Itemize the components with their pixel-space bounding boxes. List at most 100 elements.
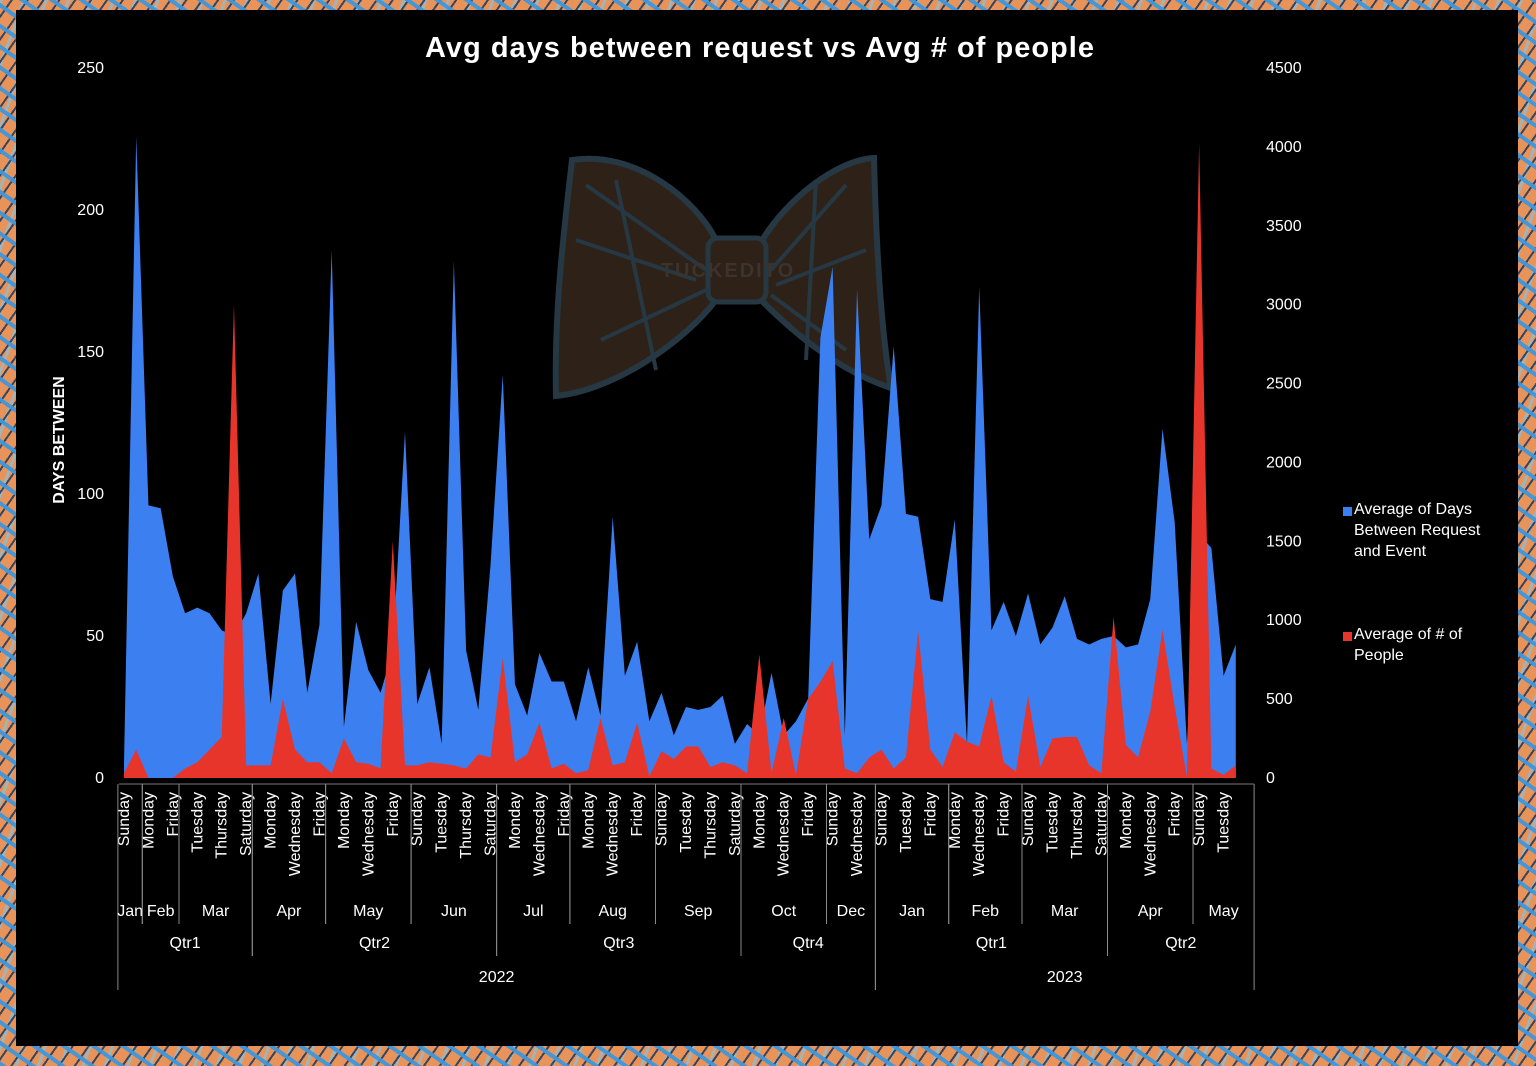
- plot-area: [119, 136, 1254, 785]
- x-weekday-label: Friday: [165, 792, 182, 836]
- x-weekday-label: Thursday: [458, 792, 475, 859]
- x-weekday-label: Sunday: [116, 792, 133, 846]
- series-area-people: [124, 143, 1236, 779]
- x-weekday-label: Thursday: [214, 792, 231, 859]
- x-weekday-label: Tuesday: [678, 792, 695, 853]
- x-weekday-label: Monday: [1118, 792, 1135, 849]
- x-weekday-label: Wednesday: [531, 792, 548, 876]
- x-weekday-label: Monday: [507, 792, 524, 849]
- x-month-label: Jun: [441, 903, 467, 920]
- x-weekday-label: Friday: [556, 792, 573, 836]
- x-month-label: Feb: [147, 903, 175, 920]
- y-left-tick-label: 200: [77, 202, 104, 219]
- x-weekday-label: Wednesday: [605, 792, 622, 876]
- x-weekday-label: Tuesday: [189, 792, 206, 853]
- y-right-tick-label: 4500: [1266, 60, 1302, 77]
- y-right-tick-label: 1500: [1266, 533, 1302, 550]
- y-right-tick-label: 2500: [1266, 376, 1302, 393]
- x-quarter-label: Qtr3: [603, 935, 634, 952]
- legend-label-days: Average of Days Between Request and Even…: [1354, 501, 1485, 560]
- x-month-label: Oct: [771, 903, 796, 920]
- x-weekday-label: Friday: [1167, 792, 1184, 836]
- x-quarter-label: Qtr1: [170, 935, 201, 952]
- y-right-tick-label: 0: [1266, 770, 1275, 787]
- x-weekday-label: Tuesday: [1216, 792, 1233, 853]
- x-weekday-label: Wednesday: [971, 792, 988, 876]
- x-weekday-label: Friday: [385, 792, 402, 836]
- x-weekday-label: Sunday: [654, 792, 671, 846]
- x-weekday-label: Wednesday: [360, 792, 377, 876]
- series-area-days: [124, 136, 1236, 778]
- legend-label-people: Average of # of People: [1354, 626, 1467, 664]
- chart-svg: TUCKEDITO Avg days between request vs Av…: [51, 32, 1485, 990]
- x-weekday-label: Monday: [140, 792, 157, 849]
- x-month-label: Mar: [1051, 903, 1079, 920]
- x-month-label: May: [353, 903, 383, 920]
- x-weekday-label: Thursday: [702, 792, 719, 859]
- y-left-ticks: 0 50 100 150 200 250: [77, 60, 104, 787]
- y-right-ticks: 0 500 1000 1500 2000 2500 3000 3500 4000 4500: [1266, 60, 1302, 787]
- x-month-label: May: [1208, 903, 1238, 920]
- y-right-tick-label: 2000: [1266, 454, 1302, 471]
- x-weekday-label: Monday: [263, 792, 280, 849]
- x-weekday-label: Monday: [751, 792, 768, 849]
- x-weekday-label: Wednesday: [849, 792, 866, 876]
- watermark-text: TUCKEDITO: [661, 260, 795, 282]
- x-year-label: 2023: [1047, 969, 1083, 986]
- x-quarter-label: Qtr2: [359, 935, 390, 952]
- series-layer: [124, 136, 1236, 779]
- x-weekday-label: Monday: [336, 792, 353, 849]
- x-weekday-label: Friday: [800, 792, 817, 836]
- legend: Average of Days Between Request and Even…: [1343, 501, 1485, 664]
- x-weekday-label: Friday: [996, 792, 1013, 836]
- x-month-label: Sep: [684, 903, 713, 920]
- x-weekday-label: Sunday: [1020, 792, 1037, 846]
- x-weekday-label: Sunday: [409, 792, 426, 846]
- x-quarter-label: Qtr2: [1165, 935, 1196, 952]
- y-left-tick-label: 150: [77, 344, 104, 361]
- x-month-label: Apr: [1138, 903, 1164, 920]
- x-weekday-label: Sunday: [874, 792, 891, 846]
- x-weekday-label: Tuesday: [434, 792, 451, 853]
- x-weekday-label: Friday: [312, 792, 329, 836]
- x-weekday-label: Tuesday: [1045, 792, 1062, 853]
- legend-swatch-days: [1343, 507, 1352, 516]
- y-right-tick-label: 3500: [1266, 218, 1302, 235]
- x-weekday-label: Thursday: [1069, 792, 1086, 859]
- chart-frame: TUCKEDITO Avg days between request vs Av…: [16, 10, 1518, 1046]
- x-weekday-label: Saturday: [1093, 792, 1110, 856]
- y-right-tick-label: 3000: [1266, 297, 1302, 314]
- x-month-label: Jul: [523, 903, 543, 920]
- y-right-tick-label: 1000: [1266, 612, 1302, 629]
- x-weekday-label: Monday: [580, 792, 597, 849]
- x-month-label: Mar: [202, 903, 230, 920]
- x-month-label: Apr: [276, 903, 302, 920]
- x-month-label: Aug: [598, 903, 626, 920]
- x-month-label: Feb: [972, 903, 1000, 920]
- x-weekday-label: Tuesday: [898, 792, 915, 853]
- x-weekday-label: Wednesday: [776, 792, 793, 876]
- x-weekday-label: Sunday: [825, 792, 842, 846]
- x-weekday-label: Wednesday: [1142, 792, 1159, 876]
- x-weekday-label: Saturday: [727, 792, 744, 856]
- x-weekday-label: Wednesday: [287, 792, 304, 876]
- x-weekday-label: Monday: [947, 792, 964, 849]
- x-weekday-label: Saturday: [483, 792, 500, 856]
- y-right-tick-label: 500: [1266, 691, 1293, 708]
- y-axis-title: DAYS BETWEEN: [51, 376, 68, 503]
- x-weekday-label: Friday: [629, 792, 646, 836]
- x-quarter-label: Qtr4: [793, 935, 824, 952]
- y-left-tick-label: 100: [77, 486, 104, 503]
- x-month-label: Jan: [117, 903, 143, 920]
- x-month-label: Jan: [899, 903, 925, 920]
- x-weekday-label: Saturday: [238, 792, 255, 856]
- x-year-label: 2022: [479, 969, 515, 986]
- bow-tie-icon: TUCKEDITO: [552, 154, 895, 400]
- y-left-tick-label: 250: [77, 60, 104, 77]
- legend-swatch-people: [1343, 632, 1352, 641]
- y-left-tick-label: 50: [86, 628, 104, 645]
- y-right-tick-label: 4000: [1266, 139, 1302, 156]
- chart-title: Avg days between request vs Avg # of peo…: [425, 32, 1095, 64]
- x-month-label: Dec: [837, 903, 865, 920]
- x-weekday-label: Friday: [922, 792, 939, 836]
